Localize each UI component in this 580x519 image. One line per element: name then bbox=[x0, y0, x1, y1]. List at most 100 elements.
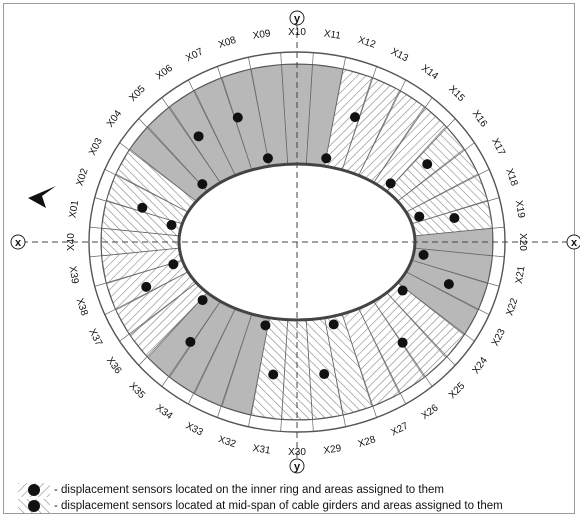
girder-label: X19 bbox=[513, 200, 527, 220]
girder-label: X35 bbox=[127, 381, 148, 402]
girder-label: X02 bbox=[75, 167, 91, 188]
girder-label: X14 bbox=[419, 63, 440, 83]
legend-text-mid: - displacement sensors located at mid-sp… bbox=[54, 500, 503, 512]
legend-swatch-mid bbox=[18, 499, 50, 513]
girder-label: X28 bbox=[357, 434, 378, 450]
girder-label: X17 bbox=[489, 136, 507, 157]
legend-text-inner: - displacement sensors located on the in… bbox=[54, 484, 444, 496]
girder-label: X11 bbox=[323, 28, 342, 42]
y-axis-label: y bbox=[294, 461, 301, 473]
cable-girder-line bbox=[89, 247, 180, 258]
girder-label: X15 bbox=[446, 84, 467, 105]
y-axis-marker bbox=[289, 10, 305, 26]
cable-girder-line bbox=[305, 319, 314, 432]
girder-label: X25 bbox=[447, 380, 468, 401]
midspan-sensor bbox=[268, 369, 279, 380]
cable-girder-line bbox=[397, 282, 475, 342]
sensor-dot-icon bbox=[28, 500, 40, 512]
girder-label: X24 bbox=[471, 355, 491, 376]
cable-girder-line bbox=[411, 197, 500, 225]
girder-label: X12 bbox=[357, 35, 378, 51]
inner-ring-sensor bbox=[397, 285, 408, 296]
girder-label: X23 bbox=[490, 327, 508, 348]
sensors bbox=[137, 112, 460, 380]
girder-label: X37 bbox=[86, 327, 104, 348]
cable-girder-line bbox=[324, 317, 346, 427]
inner-ring-sensor bbox=[197, 295, 208, 306]
girder-label: X09 bbox=[252, 28, 272, 42]
girder-label: X34 bbox=[153, 403, 174, 423]
north-arrow-icon bbox=[28, 186, 56, 208]
cable-girder-line bbox=[94, 259, 183, 287]
cable-girder-line bbox=[138, 118, 208, 192]
x-axis-label: x bbox=[15, 237, 22, 249]
cable-girder-line bbox=[188, 308, 236, 405]
axes: x x y y bbox=[10, 10, 580, 474]
inner-ring-sensor bbox=[260, 320, 271, 331]
girder-label: X38 bbox=[74, 297, 90, 318]
inner-ring-sensor bbox=[328, 319, 339, 330]
cable-girder-line bbox=[248, 317, 270, 427]
cable-girder-line bbox=[119, 282, 197, 342]
inner-ring-sensor bbox=[168, 259, 179, 270]
girder-label: X01 bbox=[68, 199, 82, 219]
inner-ring-sensor bbox=[166, 220, 177, 231]
girder-label: X13 bbox=[389, 46, 410, 64]
cable-girder-line bbox=[89, 226, 180, 237]
midspan-sensor bbox=[193, 131, 204, 142]
midspan-sensor bbox=[319, 369, 330, 380]
inner-ring-sensor bbox=[197, 179, 208, 190]
midspan-sensor bbox=[449, 213, 460, 224]
cable-girder-line bbox=[248, 57, 270, 167]
girder-label: X10 bbox=[288, 27, 306, 38]
girder-label: X07 bbox=[184, 46, 205, 64]
girder-label: X40 bbox=[66, 233, 77, 251]
cable-girder-line bbox=[138, 292, 208, 366]
sector-areas bbox=[101, 64, 493, 420]
cable-girder-line bbox=[280, 319, 289, 432]
y-axis-marker bbox=[289, 458, 305, 474]
midspan-sensor bbox=[185, 336, 196, 347]
girder-label: X39 bbox=[67, 265, 81, 285]
inner-ring-sensor bbox=[321, 153, 332, 164]
cable-girder-line bbox=[373, 97, 433, 183]
inner-ring-sensor bbox=[418, 249, 429, 260]
cable-girder-line bbox=[305, 52, 314, 165]
girder-label: X08 bbox=[217, 35, 238, 51]
cable-girder-line bbox=[324, 57, 346, 167]
cable-girder-line bbox=[104, 271, 189, 316]
midspan-sensor bbox=[141, 281, 152, 292]
girder-label: X29 bbox=[323, 443, 343, 457]
cable-girder-line bbox=[397, 142, 475, 202]
cable-girder-line bbox=[280, 52, 289, 165]
y-axis-label: y bbox=[294, 13, 301, 25]
cable-girder-line bbox=[119, 142, 197, 202]
x-axis-marker bbox=[566, 234, 580, 250]
cable-girder-line bbox=[358, 308, 406, 405]
girder-label: X06 bbox=[154, 63, 175, 83]
cable-girder-line bbox=[341, 313, 377, 418]
girder-label: X18 bbox=[503, 167, 519, 188]
girder-label: X05 bbox=[127, 83, 148, 104]
inner-ring-sensor bbox=[262, 153, 273, 164]
cable-girder-line bbox=[405, 271, 490, 316]
girder-label: X04 bbox=[105, 108, 125, 129]
girder-label: X36 bbox=[104, 355, 124, 376]
midspan-sensor bbox=[422, 159, 433, 170]
cable-girder-line bbox=[386, 292, 456, 366]
inner-ring-sensor bbox=[385, 178, 396, 189]
cable-girder-line bbox=[386, 118, 456, 192]
cable-girder-line bbox=[217, 313, 253, 418]
cable-girder-line bbox=[161, 97, 221, 183]
girder-label: X20 bbox=[517, 233, 528, 251]
girder-label: X30 bbox=[288, 447, 306, 458]
inner-ring-sensor bbox=[414, 211, 425, 222]
girder-label: X33 bbox=[184, 421, 205, 439]
girder-label: X16 bbox=[470, 108, 490, 129]
cable-girder-line bbox=[358, 79, 406, 176]
legend-swatch-inner bbox=[18, 483, 50, 497]
cable-girder-line bbox=[414, 247, 505, 258]
midspan-sensor bbox=[232, 112, 243, 123]
girder-label: X22 bbox=[504, 296, 520, 317]
